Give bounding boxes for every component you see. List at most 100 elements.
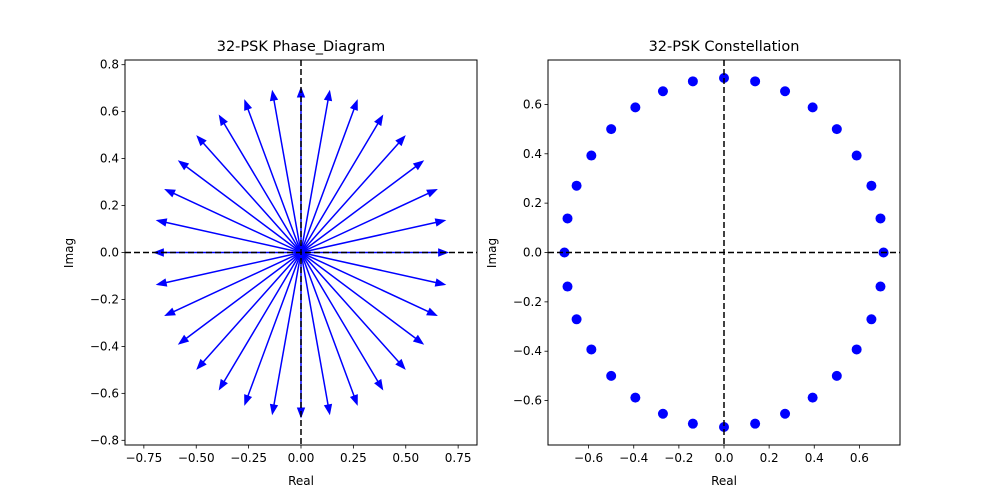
phase-arrow	[300, 252, 333, 416]
phase-arrow	[301, 248, 450, 257]
y-tick-label: 0.8	[100, 58, 119, 72]
y-tick-label: −0.4	[513, 344, 542, 358]
phase-arrow	[300, 252, 384, 391]
phase-arrow	[300, 251, 438, 317]
constellation-point	[875, 213, 886, 224]
y-tick-label: 0.6	[523, 97, 542, 111]
phase-arrow	[300, 160, 425, 254]
constellation-point	[657, 408, 668, 419]
phase-arrow	[300, 252, 358, 406]
phase-arrow	[177, 251, 302, 345]
x-tick-label: −0.6	[574, 451, 603, 465]
constellation-point	[559, 247, 570, 258]
constellation-point	[866, 314, 877, 325]
constellation-point	[750, 418, 761, 429]
x-tick-label: 0.75	[445, 451, 472, 465]
constellation-panel: 32-PSK Constellation −0.6 −0.4 −0.2 0.0 0.2 0…	[485, 39, 901, 488]
y-tick-label: −0.2	[90, 292, 119, 306]
constellation-point	[586, 344, 597, 355]
phase-arrow	[269, 252, 302, 416]
phase-arrow	[164, 251, 302, 317]
constellation-point	[875, 281, 886, 292]
constellation-point	[807, 102, 818, 113]
constellation-point	[571, 180, 582, 191]
phase-diagram-ticks: −0.75 −0.50 −0.25 0.00 0.25 0.50 0.75 −0.8 −0.6 −…	[90, 58, 472, 465]
phase-arrow	[300, 135, 406, 253]
constellation-point	[780, 408, 791, 419]
x-tick-label: 0.2	[760, 451, 779, 465]
phase-arrow	[155, 218, 302, 254]
constellation-point	[606, 370, 617, 381]
y-tick-label: 0.0	[100, 246, 119, 260]
x-tick-label: 0.50	[392, 451, 419, 465]
x-tick-label: 0.0	[714, 451, 733, 465]
phase-diagram-ylabel: Imag	[62, 238, 76, 268]
constellation-point	[606, 124, 617, 135]
constellation-point	[719, 72, 729, 83]
constellation-point	[630, 102, 641, 113]
phase-diagram-title: 32-PSK Phase_Diagram	[217, 39, 386, 55]
x-tick-label: 0.4	[805, 451, 824, 465]
phase-arrow	[218, 252, 302, 391]
phase-arrow	[244, 252, 302, 406]
x-tick-label: 0.6	[850, 451, 869, 465]
constellation-point	[571, 314, 582, 325]
phase-diagram-xlabel: Real	[288, 474, 314, 488]
constellation-point	[851, 150, 862, 161]
constellation-point	[831, 370, 842, 381]
x-tick-label: −0.2	[664, 451, 693, 465]
x-tick-label: −0.4	[619, 451, 648, 465]
x-tick-label: −0.25	[230, 451, 267, 465]
x-tick-label: 0.00	[288, 451, 315, 465]
constellation-point	[586, 150, 597, 161]
x-tick-label: −0.50	[178, 451, 215, 465]
constellation-point	[687, 76, 698, 87]
y-tick-label: −0.2	[513, 295, 542, 309]
constellation-point	[780, 86, 791, 97]
constellation-ylabel: Imag	[485, 238, 499, 268]
constellation-point	[807, 392, 818, 403]
constellation-ticks: −0.6 −0.4 −0.2 0.0 0.2 0.4 0.6 −0.6 −0.4 −0.2 0.0 0…	[513, 97, 869, 465]
y-tick-label: 0.6	[100, 105, 119, 119]
phase-arrow	[300, 99, 358, 253]
constellation-point	[719, 422, 729, 433]
y-tick-label: −0.4	[90, 339, 119, 353]
constellation-point	[750, 76, 761, 87]
phase-arrow	[155, 251, 302, 287]
phase-arrow	[300, 251, 447, 287]
y-tick-label: 0.4	[523, 147, 542, 161]
phase-diagram-panel: 32-PSK Phase_Diagram −0.75 −0.50 −0.25 0.00…	[62, 39, 478, 488]
phase-arrow	[164, 188, 302, 254]
phase-arrow	[269, 89, 302, 253]
constellation-point	[562, 213, 573, 224]
y-tick-label: 0.0	[523, 246, 542, 260]
constellation-point	[657, 86, 668, 97]
constellation-xlabel: Real	[711, 474, 737, 488]
phase-arrow	[300, 188, 438, 254]
constellation-marks	[548, 60, 900, 445]
phase-arrow	[300, 252, 406, 370]
phase-arrow	[300, 89, 333, 253]
constellation-point	[866, 180, 877, 191]
constellation-point	[630, 392, 641, 403]
phase-arrow	[177, 160, 302, 254]
y-tick-label: −0.6	[513, 394, 542, 408]
y-tick-label: −0.8	[90, 433, 119, 447]
x-tick-label: 0.25	[340, 451, 367, 465]
phase-arrow	[300, 218, 447, 254]
y-tick-label: 0.2	[100, 199, 119, 213]
constellation-point	[851, 344, 862, 355]
constellation-point	[831, 124, 842, 135]
x-tick-label: −0.75	[125, 451, 162, 465]
phase-arrow	[196, 135, 302, 253]
y-tick-label: 0.2	[523, 196, 542, 210]
phase-arrow	[300, 251, 425, 345]
constellation-point	[687, 418, 698, 429]
y-tick-label: −0.6	[90, 386, 119, 400]
phase-arrow	[300, 114, 384, 253]
phase-arrow	[196, 252, 302, 370]
phase-diagram-marks	[125, 60, 477, 445]
constellation-title: 32-PSK Constellation	[649, 39, 800, 55]
phase-arrow	[244, 99, 302, 253]
